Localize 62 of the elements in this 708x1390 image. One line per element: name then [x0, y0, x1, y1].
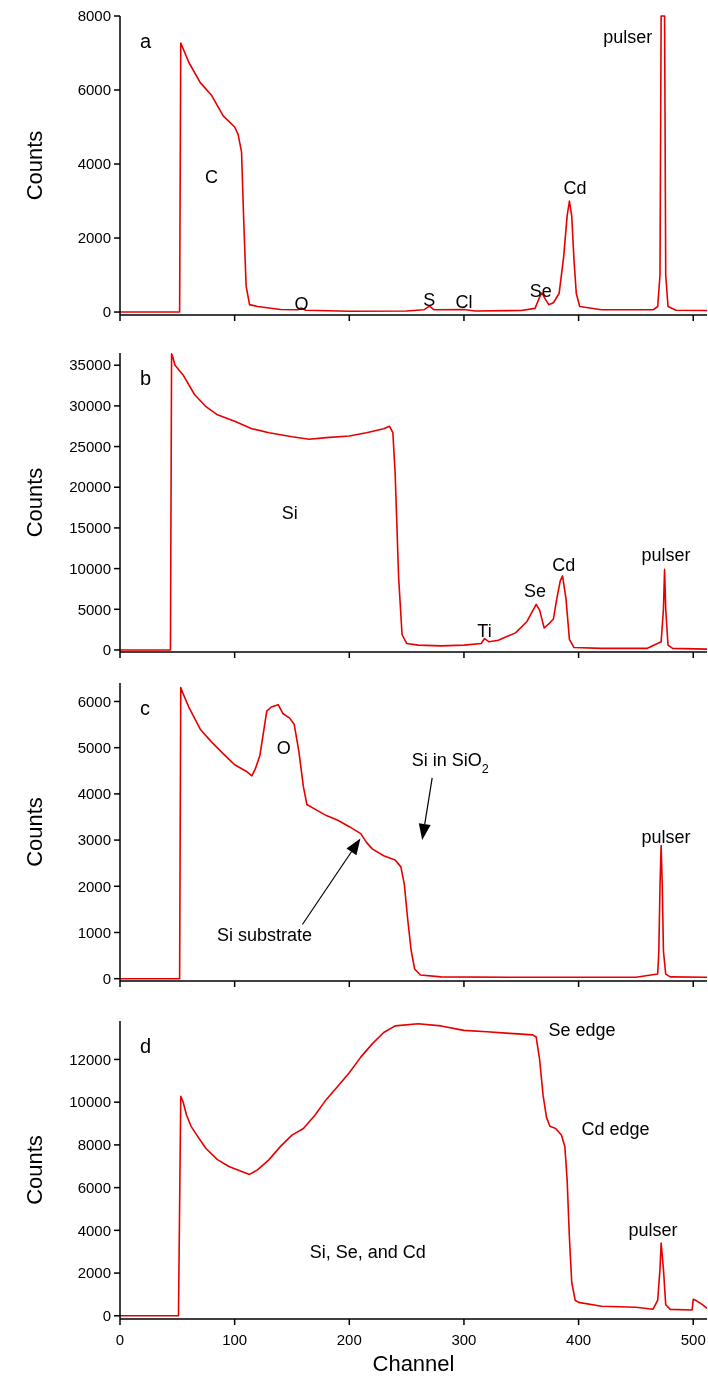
y-axis-title: Counts: [22, 467, 47, 538]
y-tick-label: 4000: [77, 1221, 111, 1239]
text: c: [140, 697, 150, 719]
annotation: Se edge: [548, 1019, 616, 1040]
x-tick-label: 500: [680, 1331, 706, 1348]
x-tick-label: 200: [336, 1331, 362, 1348]
y-tick-label: 1000: [77, 923, 111, 941]
annotation: Cd: [563, 177, 587, 198]
y-tick-label: 10000: [69, 559, 111, 577]
y-tick-label: 12000: [69, 1050, 111, 1068]
annotation: O: [294, 293, 309, 314]
y-axis-title: Counts: [22, 797, 47, 867]
annotation: Cd edge: [581, 1118, 650, 1139]
y-tick-label: 0: [102, 969, 111, 987]
annotation: Si substrate: [216, 924, 312, 945]
y-tick-label: 6000: [77, 81, 111, 99]
y-tick-label: 2000: [77, 229, 111, 247]
annotation: pulser: [641, 826, 691, 847]
annotation: pulser: [628, 1220, 678, 1241]
y-axis-title: Counts: [22, 1135, 47, 1205]
y-tick-label: 5000: [77, 738, 111, 756]
y-tick-label: 3000: [77, 831, 111, 849]
y-tick-label: 6000: [77, 1178, 111, 1196]
annotation: pulser: [603, 26, 653, 47]
y-tick-label: 0: [102, 303, 111, 321]
annotation: Si in SiO$_{2}$: [411, 749, 489, 776]
text: d: [140, 1035, 152, 1057]
x-tick-label: 300: [451, 1331, 477, 1348]
y-tick-label: 30000: [69, 397, 111, 415]
y-tick-label: 2000: [77, 877, 111, 895]
text: a: [140, 30, 152, 52]
annotation: C: [205, 166, 219, 187]
annotation: Ti: [477, 620, 492, 641]
annotation: Se: [523, 580, 547, 601]
y-tick-label: 8000: [77, 7, 111, 25]
x-tick-label: 0: [115, 1331, 125, 1348]
y-tick-label: 4000: [77, 785, 111, 803]
annotation: Si, Se, and Cd: [309, 1241, 426, 1262]
annotation: O: [276, 738, 291, 759]
annotation: Cd: [552, 555, 576, 576]
y-tick-label: 0: [102, 641, 111, 659]
y-tick-label: 20000: [69, 478, 111, 496]
y-tick-label: 10000: [69, 1093, 111, 1111]
y-tick-label: 15000: [69, 519, 111, 537]
y-tick-label: 0: [102, 1307, 111, 1325]
x-tick-label: 400: [566, 1331, 592, 1348]
y-axis-title: Counts: [22, 130, 47, 201]
y-tick-label: 6000: [77, 692, 111, 710]
x-axis-title: Channel: [372, 1351, 455, 1376]
y-tick-label: 2000: [77, 1264, 111, 1282]
y-tick-label: 4000: [77, 155, 111, 173]
annotation: Si: [281, 502, 298, 523]
x-tick-label: 100: [222, 1331, 248, 1348]
y-tick-label: 25000: [69, 437, 111, 455]
annotation: pulser: [641, 545, 691, 566]
annotation: Cl: [455, 291, 473, 312]
y-tick-label: 8000: [77, 1136, 111, 1154]
y-tick-label: 5000: [77, 600, 111, 618]
text: b: [140, 367, 152, 389]
y-tick-label: 35000: [69, 356, 111, 374]
annotation: Se: [529, 280, 552, 301]
annotation: S: [423, 290, 436, 311]
